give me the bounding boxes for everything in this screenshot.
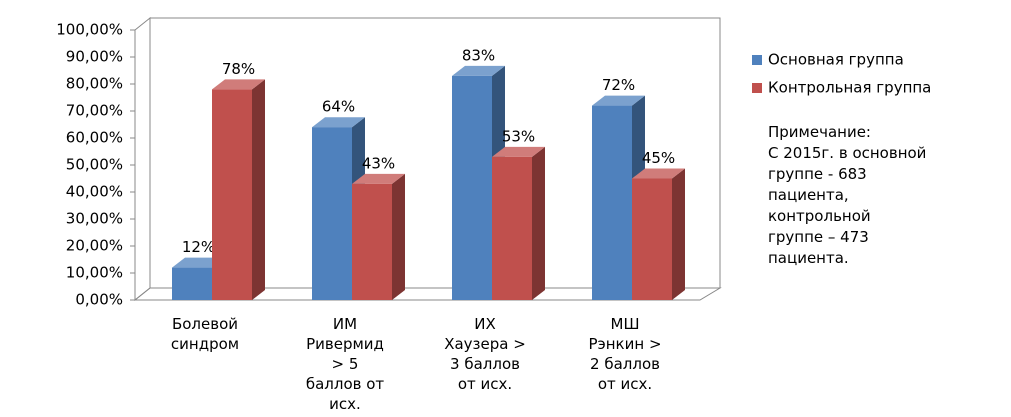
y-tick-label: 0,00% [75, 291, 123, 309]
value-label: 12% [182, 238, 215, 256]
bar-top [452, 65, 505, 76]
y-tick-label: 80,00% [66, 75, 123, 93]
note: Примечание: С 2015г. в основной группе - 6… [768, 123, 926, 267]
y-tick-label: 20,00% [66, 237, 123, 255]
legend-label: Основная группа [768, 51, 904, 69]
bar [452, 75, 492, 301]
bar-side [392, 173, 405, 300]
value-label: 72% [602, 76, 635, 94]
bar [172, 267, 212, 300]
bar-top [492, 146, 545, 157]
x-tick-label: ИХ Хаузера >3 баллов от исх. [444, 315, 526, 393]
bar [352, 183, 392, 300]
y-tick-label: 50,00% [66, 156, 123, 174]
legend-label: Контрольная группа [768, 79, 931, 97]
value-label: 83% [462, 46, 495, 64]
value-label: 53% [502, 127, 535, 145]
value-label: 43% [362, 154, 395, 172]
bar-top [172, 257, 225, 268]
x-tick-label: МШ Рэнкин >2 баллов от исх. [588, 315, 661, 393]
bar [212, 89, 252, 301]
value-label: 45% [642, 149, 675, 167]
y-tick-label: 100,00% [56, 21, 123, 39]
bar-top [312, 117, 365, 128]
bar-top [212, 79, 265, 90]
bar-top [592, 95, 645, 106]
bar [312, 127, 352, 300]
bar [632, 178, 672, 300]
bar [592, 105, 632, 300]
x-tick-label: ИМ Ривермид > 5 баллов от исх. [306, 315, 385, 413]
legend-swatch [752, 55, 762, 65]
bar-side [532, 146, 545, 300]
bar-top [632, 168, 685, 179]
y-tick-label: 30,00% [66, 210, 123, 228]
value-label: 78% [222, 60, 255, 78]
bar-side [252, 79, 265, 301]
y-tick-label: 90,00% [66, 48, 123, 66]
bar-top [352, 173, 405, 184]
side-wall [134, 16, 151, 302]
bar-side [672, 168, 685, 300]
y-tick-label: 70,00% [66, 102, 123, 120]
y-tick-label: 40,00% [66, 183, 123, 201]
bar [492, 156, 532, 300]
y-tick-label: 60,00% [66, 129, 123, 147]
x-tick-label: Болевой синдром [171, 315, 239, 353]
y-tick-label: 10,00% [66, 264, 123, 282]
value-label: 64% [322, 98, 355, 116]
legend-swatch [752, 83, 762, 93]
